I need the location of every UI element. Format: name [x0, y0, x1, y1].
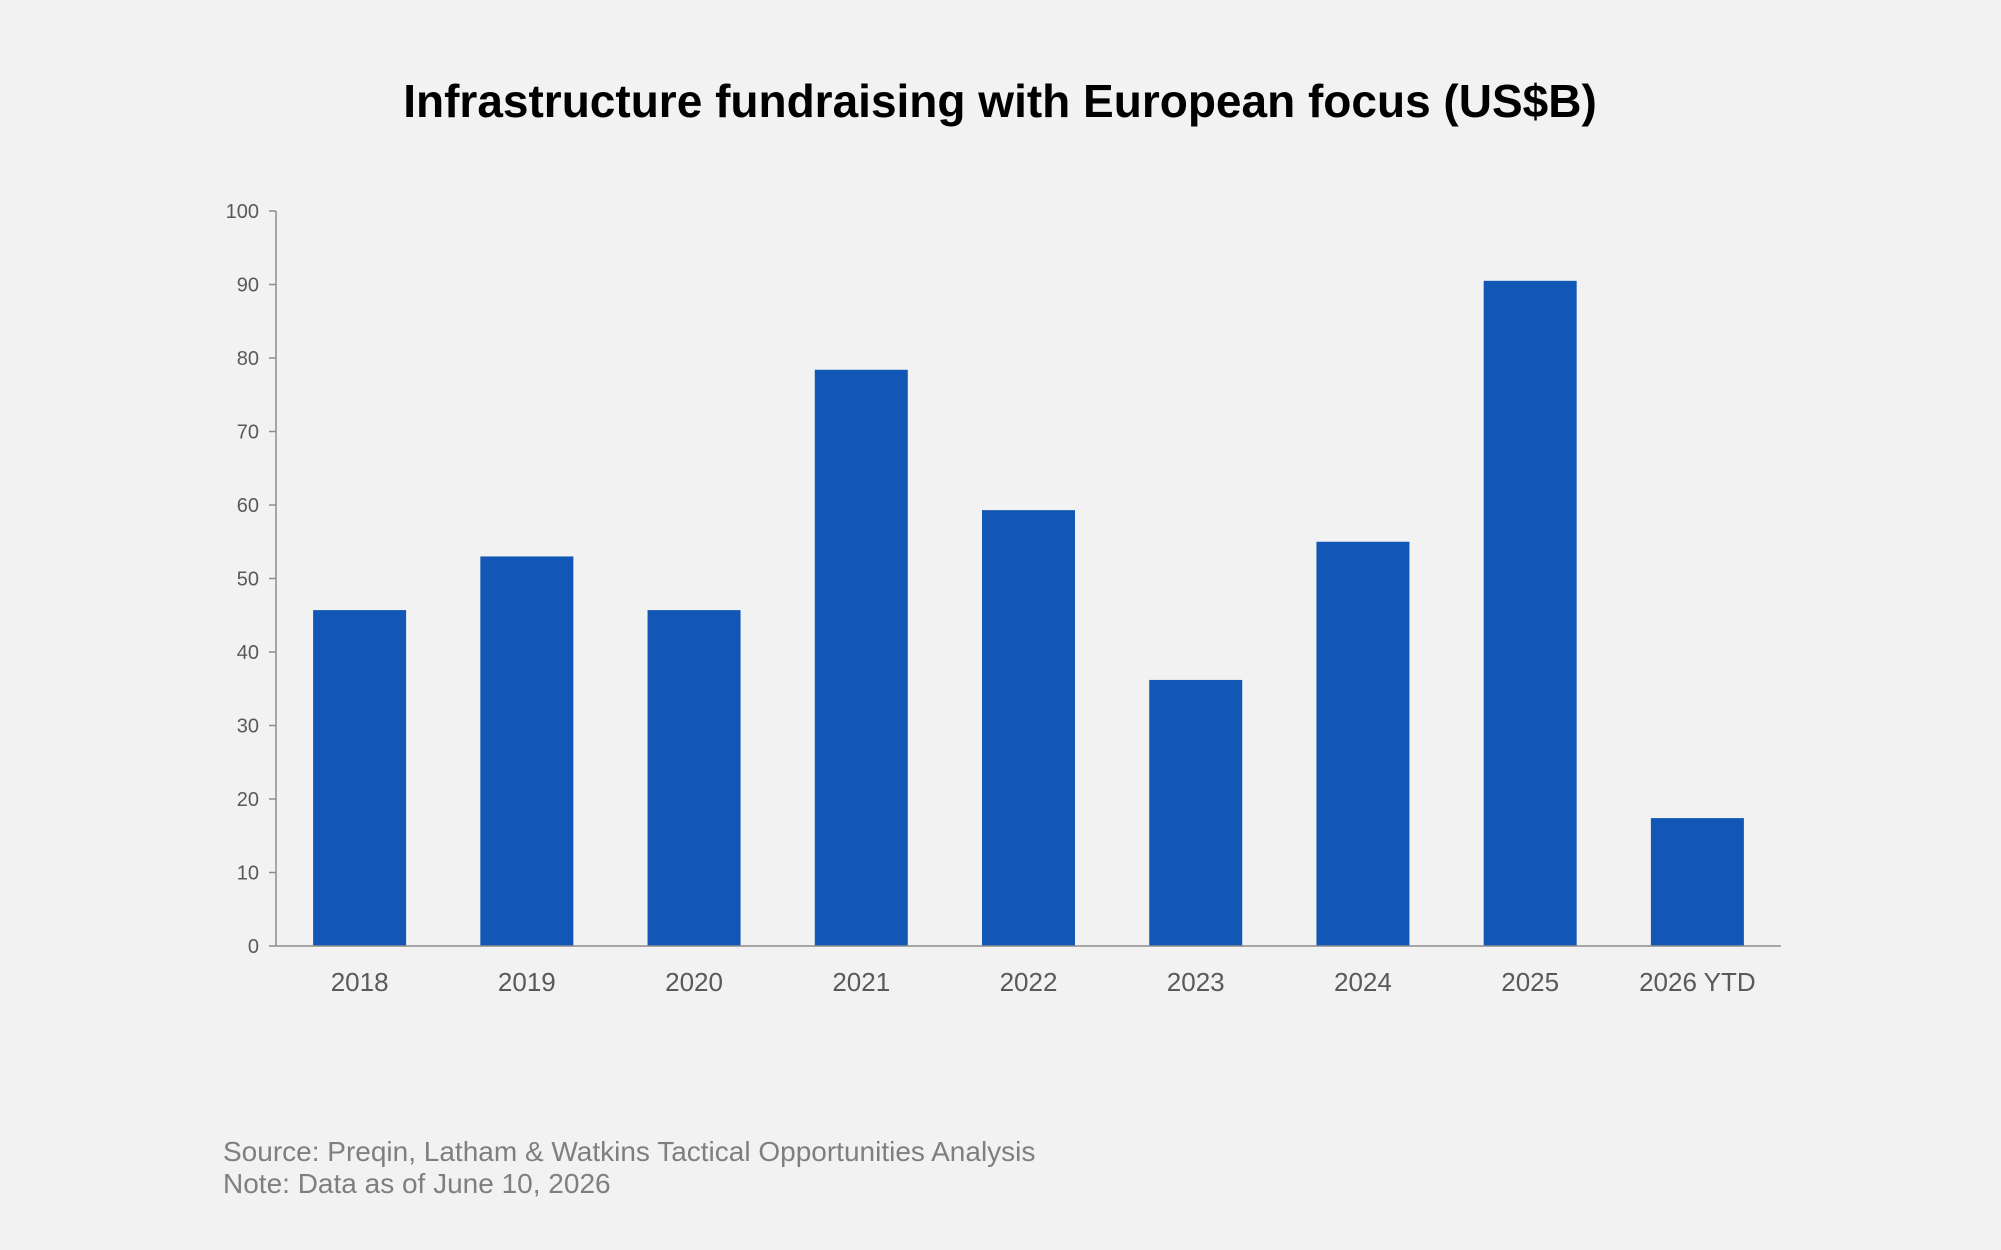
- y-tick-label: 40: [237, 642, 259, 664]
- y-tick-label: 20: [237, 789, 259, 811]
- x-tick-label: 2024: [1334, 967, 1392, 997]
- bars: [313, 280, 1744, 946]
- y-tick-label: 60: [237, 495, 259, 517]
- bar-2026-ytd: [1650, 818, 1744, 946]
- bar-2021: [814, 369, 908, 946]
- x-tick-label: 2023: [1167, 967, 1225, 997]
- y-tick-label: 0: [248, 936, 259, 958]
- x-tick-label: 2020: [665, 967, 723, 997]
- bar-2024: [1316, 541, 1410, 946]
- y-axis: 0 10 20 30 40 50 60 70 80 90 100: [226, 201, 277, 958]
- y-tick-label: 90: [237, 275, 259, 297]
- y-tick-label: 100: [226, 201, 259, 223]
- bar-2023: [1149, 679, 1243, 946]
- y-tick-label: 10: [237, 863, 259, 885]
- bar-2019: [480, 556, 574, 946]
- bar-2020: [647, 610, 741, 946]
- x-tick-label: 2025: [1501, 967, 1559, 997]
- x-axis: 2018 2019 2020 2021 2022 2023 2024 2025 2026 YTD: [276, 945, 1781, 997]
- x-tick-label: 2019: [498, 967, 556, 997]
- data-note: Note: Data as of June 10, 2026: [223, 1168, 611, 1199]
- y-tick-label: 70: [237, 422, 259, 444]
- bar-2022: [982, 510, 1075, 946]
- bar-2018: [313, 610, 407, 946]
- source-note: Source: Preqin, Latham & Watkins Tactica…: [223, 1136, 1036, 1167]
- x-tick-label: 2026 YTD: [1639, 967, 1756, 997]
- x-tick-label: 2021: [832, 967, 890, 997]
- chart-title: Infrastructure fundraising with European…: [403, 75, 1597, 127]
- y-tick-label: 30: [237, 716, 259, 738]
- y-tick-label: 50: [237, 569, 259, 591]
- x-tick-label: 2018: [331, 967, 389, 997]
- bar-2025: [1483, 280, 1577, 946]
- x-tick-label: 2022: [1000, 967, 1058, 997]
- y-tick-label: 80: [237, 348, 259, 370]
